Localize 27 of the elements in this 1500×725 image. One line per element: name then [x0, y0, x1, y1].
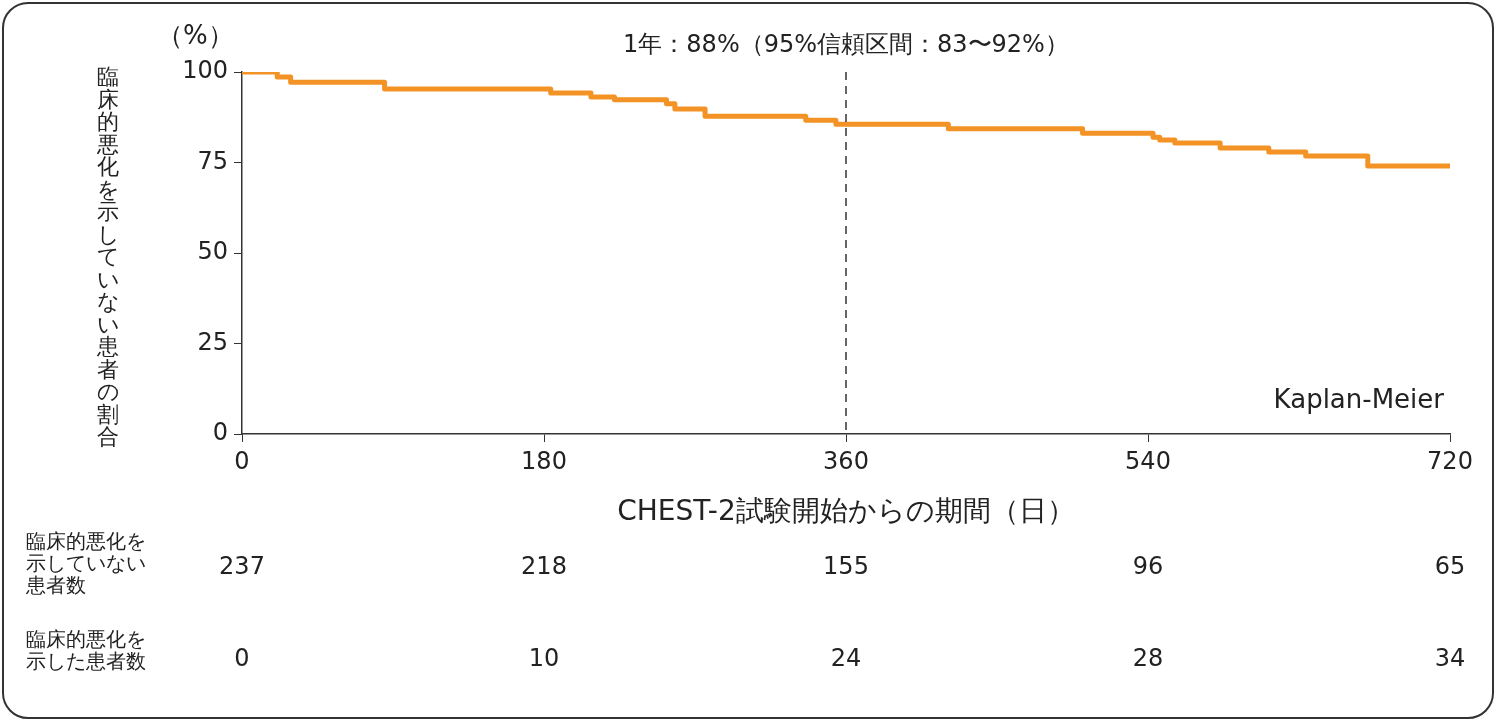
text: 155 — [823, 552, 869, 580]
text: 10 — [528, 644, 560, 672]
text: 34 — [1434, 644, 1466, 672]
ref-line-label: 1年：88%（95%信頼区間：83〜92%） — [623, 30, 1069, 59]
text: （%） — [157, 20, 234, 50]
text: 65 — [1434, 552, 1466, 580]
y-tick-label: 100 — [182, 56, 228, 85]
text: 237 — [219, 552, 265, 580]
y-tick-label: 0 — [212, 418, 228, 447]
text: 臨床的悪化を示していない患者の割合 — [96, 64, 120, 449]
x-tick-label: 0 — [234, 446, 250, 475]
x-tick-label: 540 — [1125, 446, 1171, 475]
text: 臨床的悪化を示した患者数 — [26, 627, 147, 673]
text: 臨床的悪化を示していない患者数 — [26, 529, 147, 597]
annotation: Kaplan-Meier — [1273, 384, 1444, 414]
x-tick-label: 720 — [1427, 446, 1473, 475]
x-tick-label: 360 — [823, 446, 869, 475]
text: 0 — [234, 644, 250, 672]
text: 96 — [1132, 552, 1164, 580]
text: 218 — [521, 552, 567, 580]
text: 28 — [1132, 644, 1164, 672]
y-tick-label: 50 — [197, 237, 228, 266]
x-tick-label: 180 — [521, 446, 567, 475]
x-axis-title: CHEST-2試験開始からの期間（日） — [617, 494, 1075, 528]
y-tick-label: 25 — [197, 327, 228, 356]
y-tick-label: 75 — [197, 146, 228, 175]
text: 24 — [830, 644, 862, 672]
